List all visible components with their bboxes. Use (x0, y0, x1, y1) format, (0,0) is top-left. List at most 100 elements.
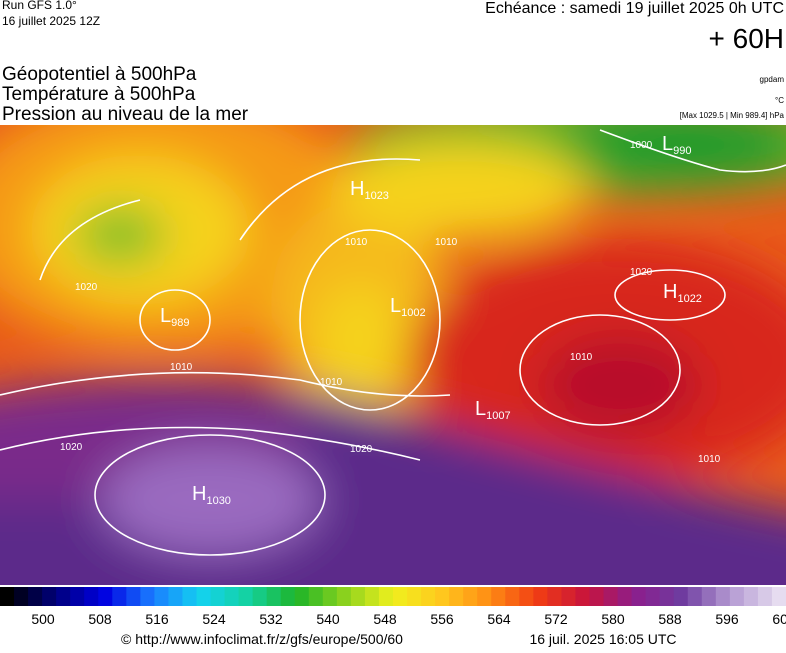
colorbar-swatch (42, 587, 57, 606)
center-value: 1007 (486, 410, 510, 422)
isobar-label: 1010 (698, 454, 721, 465)
colorbar-label: 572 (544, 611, 568, 627)
colorbar-swatch (56, 587, 71, 606)
colorbar-swatch (0, 587, 15, 606)
pressure-center: L1007 (475, 398, 511, 422)
colorbar-swatch (280, 587, 296, 606)
colorbar-swatch (308, 587, 324, 606)
colorbar-label: 556 (430, 611, 454, 627)
colorbar-label: 540 (316, 611, 340, 627)
isobar-label: 1010 (435, 237, 458, 248)
isobar-label: 1020 (350, 444, 373, 455)
colorbar-swatch (126, 587, 141, 606)
colorbar-swatch (715, 587, 731, 606)
colorbar-swatch (350, 587, 366, 606)
colorbar-swatch (196, 587, 212, 606)
colorbar-swatch (603, 587, 619, 606)
pressure-center: L1002 (390, 295, 426, 319)
colorbar-label: 588 (658, 611, 682, 627)
isobar-label: 1020 (75, 282, 98, 293)
colorbar-swatch (84, 587, 99, 606)
colorbar-swatch (533, 587, 548, 606)
source-url: © http://www.infoclimat.fr/z/gfs/europe/… (121, 631, 403, 647)
colorbar-label: 548 (373, 611, 397, 627)
colorbar-swatch (210, 587, 226, 606)
center-letter: H (192, 483, 206, 505)
center-letter: H (663, 281, 677, 303)
pressure-center: H1023 (350, 178, 389, 202)
colorbar-label: 524 (202, 611, 226, 627)
colorbar-swatch (421, 587, 436, 606)
lead-time: + 60H (709, 23, 785, 54)
colorbar-swatch (757, 587, 773, 606)
colorbar-swatch (378, 587, 394, 606)
colorbar-swatch (238, 587, 254, 606)
colorbar-swatch (547, 587, 562, 606)
colorbar-swatch (224, 587, 240, 606)
colorbar-swatch (743, 587, 759, 606)
colorbar-swatch (182, 587, 197, 606)
colorbar-swatch (140, 587, 155, 606)
colorbar-swatch (154, 587, 169, 606)
center-letter: L (662, 133, 673, 155)
isobar-label: 1010 (570, 352, 593, 363)
colorbar-swatch (561, 587, 576, 606)
unit: °C (775, 96, 784, 105)
pressure-center: L990 (662, 133, 691, 157)
colorbar-swatch (589, 587, 605, 606)
colorbar-label: 532 (259, 611, 283, 627)
colorbar-swatch (631, 587, 647, 606)
colorbar-swatch (14, 587, 29, 606)
isobar-label: 1010 (320, 377, 343, 388)
pressure-center: L989 (160, 305, 189, 329)
colorbar-label: 564 (487, 611, 511, 627)
field-title: Pression au niveau de la mer (2, 104, 249, 125)
colorbar-swatch (645, 587, 661, 606)
colorbar-swatch (252, 587, 268, 606)
colorbar-swatch (491, 587, 506, 606)
colorbar-label: 500 (31, 611, 55, 627)
colorbar-label: 604 (772, 611, 786, 627)
colorbar-swatch (393, 587, 408, 606)
center-value: 1023 (364, 190, 388, 202)
colorbar-swatch (70, 587, 85, 606)
pressure-center: H1022 (663, 281, 702, 305)
colorbar-swatch (701, 587, 717, 606)
colorbar-swatch (729, 587, 745, 606)
run: Run GFS 1.0° (2, 0, 77, 12)
pressure-center: H1030 (192, 483, 231, 507)
field-title: Géopotentiel à 500hPa (2, 64, 197, 85)
colorbar-swatch (463, 587, 478, 606)
center-value: 1022 (677, 293, 701, 305)
unit: [Max 1029.5 | Min 989.4] hPa (680, 111, 785, 120)
colorbar-swatch (505, 587, 520, 606)
colorbar-swatch (322, 587, 338, 606)
isobar-label: 1010 (170, 362, 193, 373)
isobar-label: 1020 (60, 442, 83, 453)
colorbar-swatch (294, 587, 310, 606)
colorbar-label: 580 (601, 611, 625, 627)
run-date: 16 juillet 2025 12Z (2, 14, 100, 28)
isobar-label: 1010 (345, 237, 368, 248)
colorbar-swatch (364, 587, 380, 606)
colorbar-swatch (28, 587, 43, 606)
colorbar-label: 516 (145, 611, 169, 627)
issue-date: 16 juil. 2025 16:05 UTC (529, 631, 676, 647)
center-value: 1030 (206, 495, 230, 507)
colorbar-swatch (687, 587, 703, 606)
center-letter: L (160, 305, 171, 327)
colorbar: 500 508 516 524 532 540 548 556 564 572 580 588 596 6… (0, 587, 786, 627)
center-letter: L (475, 398, 486, 420)
isobars (0, 129, 786, 556)
unit: gpdam (760, 75, 785, 84)
center-letter: H (350, 178, 364, 200)
colorbar-label: 596 (715, 611, 739, 627)
colorbar-swatch (266, 587, 282, 606)
colorbar-swatch (168, 587, 183, 606)
isobar-label: 1020 (630, 267, 653, 278)
colorbar-swatch (617, 587, 633, 606)
colorbar-swatch (407, 587, 422, 606)
